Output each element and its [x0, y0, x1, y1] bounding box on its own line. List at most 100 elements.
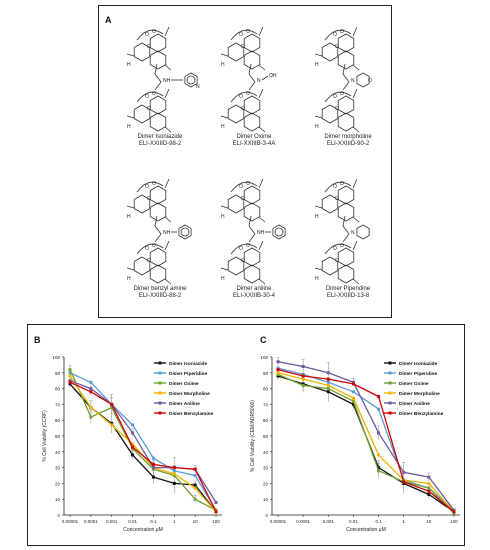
atom-label: H [127, 62, 131, 68]
atom-label: H [127, 276, 131, 282]
atom-label: O [333, 184, 337, 190]
methyl [352, 240, 358, 251]
ring [337, 50, 355, 70]
ring [337, 112, 355, 132]
substituent-isoniazide: NH N [163, 72, 200, 90]
data-point [452, 510, 456, 514]
peroxide-bridge [230, 91, 258, 103]
methyl [352, 126, 360, 133]
molecule-morpholine: O O O H N O O O O H Dimer morpholine ELI-XXIIID-90-… [303, 22, 393, 148]
ring [321, 104, 339, 124]
atom-label: O [335, 258, 339, 264]
data-point [377, 469, 381, 473]
atom-label: O [335, 106, 339, 112]
data-point [351, 390, 355, 394]
legend-marker [388, 371, 392, 375]
atom-label: O [333, 94, 337, 100]
data-point [326, 390, 330, 394]
data-point [276, 366, 280, 370]
y-tick-label: 60 [263, 418, 269, 423]
data-point [377, 407, 381, 411]
y-tick-label: 0 [57, 513, 60, 518]
molecule-code: ELI-XXIIIB-3-4A [232, 141, 276, 147]
atom-label: O [152, 181, 156, 187]
molecule-name: Dimer Piperidine [325, 286, 371, 292]
data-point [68, 371, 72, 375]
ring [243, 112, 261, 132]
data-point [402, 480, 406, 484]
data-point [377, 453, 381, 457]
chart-panel-label: C [260, 335, 267, 345]
methyl [314, 205, 323, 209]
y-tick-label: 80 [263, 387, 269, 392]
atom-label: H [315, 124, 319, 130]
methyl [258, 26, 264, 37]
y-tick-label: 80 [55, 387, 61, 392]
artemisinin-unit-top: O OOH [220, 178, 266, 223]
molecule-oxime: O O O H N OH O O O H Dimer Oxime ELI-XXIIIB-3-4A [209, 22, 299, 148]
y-tick-label: 50 [263, 434, 269, 439]
chart-b: B 0 10 20 30 40 50 60 70 80 90 100 0.00001 0.0001 0.00… [34, 335, 222, 533]
molecule-benzylamine: O O O H NH O O O H Dimer benzyl amine ELI-XXIIID-8… [115, 174, 205, 300]
legend-label: Dimer Oxime [169, 381, 199, 387]
artemisinin-unit-top: O OOH [220, 26, 266, 71]
data-point [89, 387, 93, 391]
methyl [314, 53, 323, 57]
y-tick-label: 40 [55, 450, 61, 455]
legend-marker [388, 401, 392, 405]
structures-panel: A O O O H NH N O O O H Dimer Isoniazide ELI-XXIIID-… [98, 5, 392, 318]
atom-label: O [241, 44, 245, 50]
artemisinin-unit-bottom: O OOH [314, 240, 360, 285]
y-tick-label: 90 [55, 371, 61, 376]
artemisinin-unit-top: O OOH [126, 178, 172, 223]
ring [149, 202, 167, 222]
methyl [164, 88, 170, 99]
methyl [126, 205, 135, 209]
legend-marker [388, 361, 392, 365]
legend-marker [158, 401, 162, 405]
x-tick-label: 10 [426, 519, 432, 524]
atom-label: NH [257, 230, 265, 236]
atom-label: N [351, 78, 355, 84]
series-line [277, 361, 455, 511]
peroxide-bridge [324, 181, 352, 193]
data-point [301, 377, 305, 381]
molecule-code: ELI-XXIIIB-30-4 [232, 293, 276, 299]
data-point [276, 372, 280, 376]
aliphatic-ring [356, 224, 370, 240]
atom-label: N [351, 230, 355, 236]
legend-label: Dimer Morpholine [169, 391, 210, 397]
chart-c: C 0 10 20 30 40 50 60 70 80 90 100 0.00001 0.0001 0.00… [250, 335, 460, 533]
ring [149, 33, 167, 53]
data-point [110, 406, 114, 410]
data-point [193, 497, 197, 501]
methyl [258, 64, 266, 71]
atom-label: H [221, 214, 225, 220]
ring [243, 95, 261, 115]
data-point [402, 481, 406, 485]
data-point [151, 462, 155, 466]
substituent-benzylamine: NH [163, 224, 192, 240]
x-tick-label: 0.0001 [84, 519, 98, 524]
aromatic-ring [178, 224, 192, 240]
y-tick-label: 40 [263, 450, 269, 455]
molecule-name: Dimer Oxime [236, 134, 272, 140]
artemisinin-unit-top: O OOH [126, 26, 172, 71]
data-point [110, 423, 114, 427]
x-tick-label: 1 [173, 519, 176, 524]
atom-label: H [221, 124, 225, 130]
y-axis-label: % Cell Viability (CEM/ADR5000) [250, 400, 256, 472]
atom-label: O [239, 184, 243, 190]
data-point [301, 382, 305, 386]
x-tick-label: 100 [450, 519, 458, 524]
x-tick-label: 10 [193, 519, 199, 524]
atom-label: O [246, 29, 250, 35]
atom-label: H [127, 124, 131, 130]
data-point [172, 469, 176, 473]
methyl [352, 178, 358, 189]
